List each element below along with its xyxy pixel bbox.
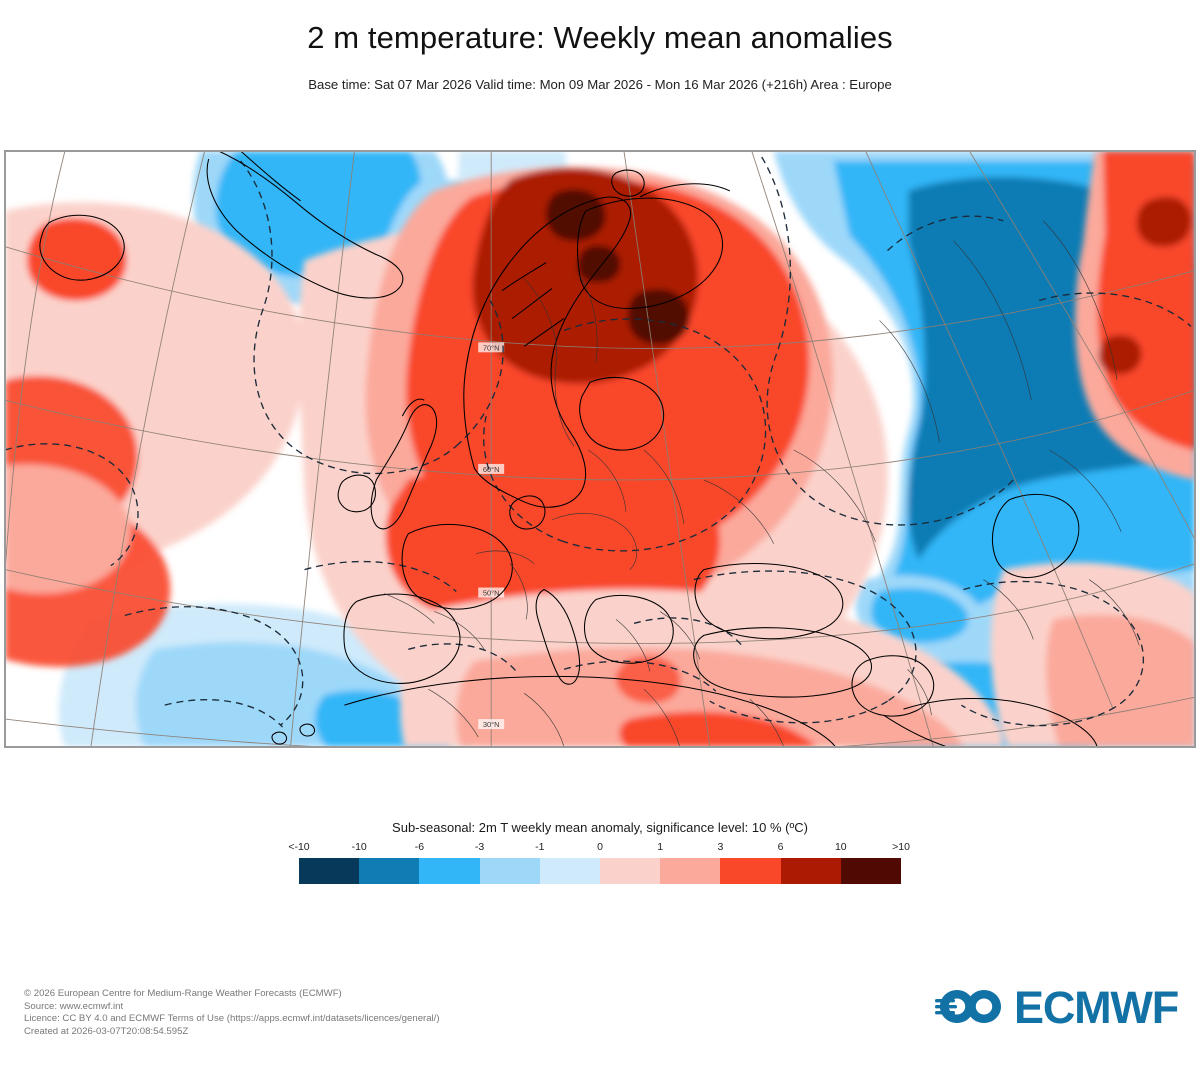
- page-subtitle: Base time: Sat 07 Mar 2026 Valid time: M…: [308, 77, 892, 92]
- footer-licence: Licence: CC BY 4.0 and ECMWF Terms of Us…: [24, 1013, 440, 1025]
- colorbar-segment: [479, 858, 540, 884]
- colorbar-segment: [299, 858, 360, 884]
- footer-source: Source: www.ecmwf.int: [24, 1000, 124, 1012]
- graticule-labels: 70°N 60°N 50°N 30°N: [478, 342, 505, 729]
- colorbar-segment: [539, 858, 601, 884]
- country-borders: [384, 220, 1140, 747]
- footer-created: Created at 2026-03-07T20:08:54.595Z: [24, 1025, 189, 1037]
- svg-text:70°N: 70°N: [483, 343, 500, 352]
- colorbar-segment: [419, 858, 480, 884]
- coastlines: [39, 151, 1098, 747]
- svg-text:50°N: 50°N: [483, 589, 500, 598]
- colorbar-tick: 3: [717, 841, 724, 853]
- colorbar-tick-labels: <-10 -10 -6 -3 -1 0 1 3 6 10 >10: [288, 841, 910, 856]
- colorbar-segment: [600, 858, 661, 884]
- anomaly-map-svg: 70°N 60°N 50°N 30°N: [5, 151, 1195, 747]
- colorbar-swatches: [299, 858, 902, 884]
- significance-contours: [5, 156, 1192, 728]
- colorbar-segment: [660, 858, 721, 884]
- ecmwf-logo-text: ECMWF: [1014, 982, 1179, 1033]
- colorbar-tick: 1: [657, 841, 664, 853]
- svg-text:60°N: 60°N: [483, 465, 500, 474]
- colorbar-tick: -1: [535, 841, 545, 853]
- anomaly-map: 70°N 60°N 50°N 30°N: [4, 150, 1196, 748]
- colorbar-segment: [359, 858, 420, 884]
- colorbar-tick: -10: [351, 841, 367, 853]
- page-title: 2 m temperature: Weekly mean anomalies: [307, 20, 893, 55]
- colorbar-segment: [720, 858, 781, 884]
- colorbar: <-10 -10 -6 -3 -1 0 1 3 6 10 >10: [288, 841, 910, 884]
- colorbar-tick: >10: [892, 841, 910, 853]
- colorbar-segment: [840, 858, 902, 884]
- colorbar-tick: <-10: [288, 841, 310, 853]
- ecmwf-logo: ECMWF: [935, 982, 1179, 1033]
- colorbar-tick: 10: [834, 841, 847, 853]
- svg-text:30°N: 30°N: [483, 720, 500, 729]
- footer-copyright: © 2026 European Centre for Medium-Range …: [24, 988, 342, 999]
- colorbar-tick: -3: [474, 841, 485, 853]
- colorbar-tick: 0: [597, 841, 603, 853]
- colorbar-caption: Sub-seasonal: 2m T weekly mean anomaly, …: [392, 820, 808, 835]
- footer-credits: © 2026 European Centre for Medium-Range …: [24, 988, 440, 1038]
- ecmwf-logo-mark: [935, 989, 1002, 1023]
- colorbar-tick: -6: [414, 841, 425, 853]
- colorbar-segment: [780, 858, 841, 884]
- colorbar-tick: 6: [777, 841, 784, 853]
